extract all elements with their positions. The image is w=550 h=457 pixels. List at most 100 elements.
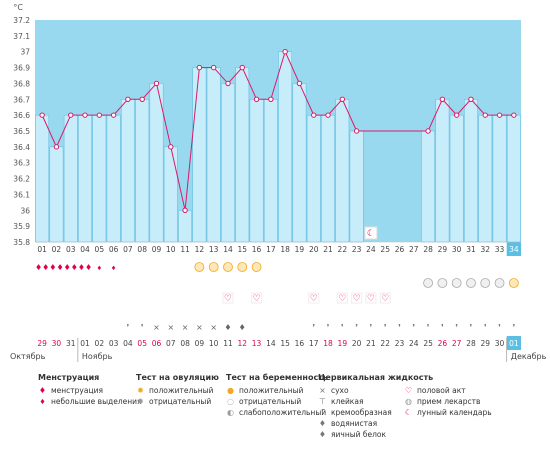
cervical-fluid-marker: ❜ (398, 323, 401, 332)
cycle-day-label: 14 (223, 245, 233, 254)
cervical-fluid-marker: ❜ (341, 323, 344, 332)
date-label: 27 (452, 339, 462, 348)
cycle-day-label: 06 (109, 245, 119, 254)
heart-marker: ♡ (224, 294, 232, 304)
y-tick-label: 36.4 (13, 143, 30, 152)
temperature-point (225, 80, 231, 87)
cycle-day-label: 34 (509, 245, 519, 254)
cervical-fluid-marker: ❜ (141, 323, 144, 332)
ovulation-test-marker (237, 262, 248, 272)
menstruation-marker: ♦ (97, 265, 102, 272)
cervical-fluid-marker: ❜ (484, 323, 487, 332)
legend-menstruation: Менструация ♦ менструация ♦ небольшие выде… (38, 373, 142, 407)
date-label: 29 (480, 339, 490, 348)
lunar-calendar-cell (364, 226, 378, 240)
cycle-day-label: 03 (66, 245, 76, 254)
cycle-day-label: 29 (438, 245, 448, 254)
cycle-day-label: 21 (323, 245, 333, 254)
cycle-day-label: 17 (266, 245, 276, 254)
legend-label: сухо (331, 386, 349, 395)
cervical-fluid-marker: ❜ (513, 323, 516, 332)
temperature-bar (492, 114, 507, 243)
cervical-fluid-marker: × (153, 323, 160, 332)
temperature-bar (235, 67, 250, 243)
date-label: 01 (80, 339, 90, 348)
heart-marker: ♡ (381, 294, 389, 304)
cycle-day-label: 27 (409, 245, 419, 254)
pregnancy-test-marker (466, 278, 476, 288)
temperature-point (53, 144, 60, 150)
ovulation-test-marker (194, 262, 205, 272)
y-tick-label: 37.1 (13, 32, 30, 41)
temperature-point (196, 64, 203, 71)
month-label: Ноябрь (82, 352, 113, 361)
cervical-fluid-marker: ❜ (455, 323, 458, 332)
moon-icon: ☾ (404, 408, 413, 417)
heart-marker: ♡ (253, 294, 261, 304)
temperature-point (325, 112, 331, 118)
heart-marker: ♡ (310, 294, 318, 304)
temperature-bar (178, 210, 192, 243)
date-label: 30 (52, 339, 62, 348)
date-label: 22 (380, 339, 390, 348)
temperature-point (453, 112, 460, 118)
date-label: 18 (323, 339, 333, 348)
legend-label: менструация (51, 386, 103, 395)
cervical-fluid-marker: ❜ (127, 323, 130, 332)
cycle-day-label: 01 (37, 245, 47, 254)
legend-label: положительный (239, 386, 304, 395)
temperature-bar (121, 99, 135, 243)
temperature-bar (449, 114, 464, 243)
temperature-bar (35, 114, 50, 243)
cycle-day-label: 02 (52, 245, 62, 254)
cycle-day-label: 18 (280, 245, 290, 254)
legend-cervical-title: Цервикальная жидкость (318, 373, 434, 382)
temperature-bar (78, 114, 92, 243)
temperature-bar (506, 114, 521, 243)
temperature-point (339, 96, 346, 102)
y-axis-unit: °C (13, 3, 23, 12)
y-tick-label: 35.8 (13, 238, 30, 247)
sun-positive-icon: ✹ (137, 386, 144, 395)
temperature-point (239, 64, 245, 71)
cycle-day-label: 05 (95, 245, 105, 254)
watery-drop-icon: ♦ (318, 419, 327, 428)
date-label: 17 (309, 339, 319, 348)
date-label: 24 (409, 339, 419, 348)
temperature-point (39, 112, 45, 118)
legend-pregnancy: Тест на беременность ● положительный ○ отр… (226, 373, 328, 418)
temperature-bar (263, 99, 278, 243)
bbt-chart: °C 37.2 37.1 37 36.9 36.8 36.7 36.6 36.5 36.4 36.3… (10, 3, 547, 362)
temperature-point (139, 96, 145, 102)
current-day-footer (506, 336, 521, 350)
heart-marker: ♡ (338, 294, 346, 304)
cervical-fluid-marker: ❜ (498, 323, 501, 332)
legend-label: прием лекарств (417, 397, 481, 406)
temperature-bar (421, 130, 435, 243)
y-tick-label: 36.6 (13, 111, 30, 120)
menstruation-drops-icon: ♦ (38, 386, 47, 395)
temperature-point (511, 112, 517, 118)
cycle-day-label: 08 (137, 245, 147, 254)
temperature-point (168, 144, 174, 150)
temperature-bar (335, 99, 350, 243)
cervical-fluid-marker: ❜ (312, 323, 315, 332)
legend-label: кремообразная (331, 408, 392, 417)
date-label: 03 (109, 339, 119, 348)
dry-cross-icon: × (319, 386, 326, 395)
cervical-fluid-marker: × (167, 323, 174, 332)
date-label: 02 (95, 339, 105, 348)
intercourse-cell (308, 292, 320, 304)
date-label: 23 (395, 339, 405, 348)
cervical-fluid-marker: ❜ (370, 323, 373, 332)
temperature-point (96, 112, 103, 118)
cycle-day-label: 19 (295, 245, 305, 254)
legend-label: лунный календарь (417, 408, 492, 417)
intercourse-cell (351, 292, 363, 304)
creamy-icon: ❜ (321, 408, 324, 417)
date-label: 29 (37, 339, 47, 348)
date-label: 31 (66, 339, 76, 348)
temperature-point (210, 64, 217, 71)
y-tick-label: 36.2 (13, 175, 30, 184)
legend-other: ♡ половой акт ◍ прием лекарств ☾ лунный кал… (404, 373, 492, 418)
